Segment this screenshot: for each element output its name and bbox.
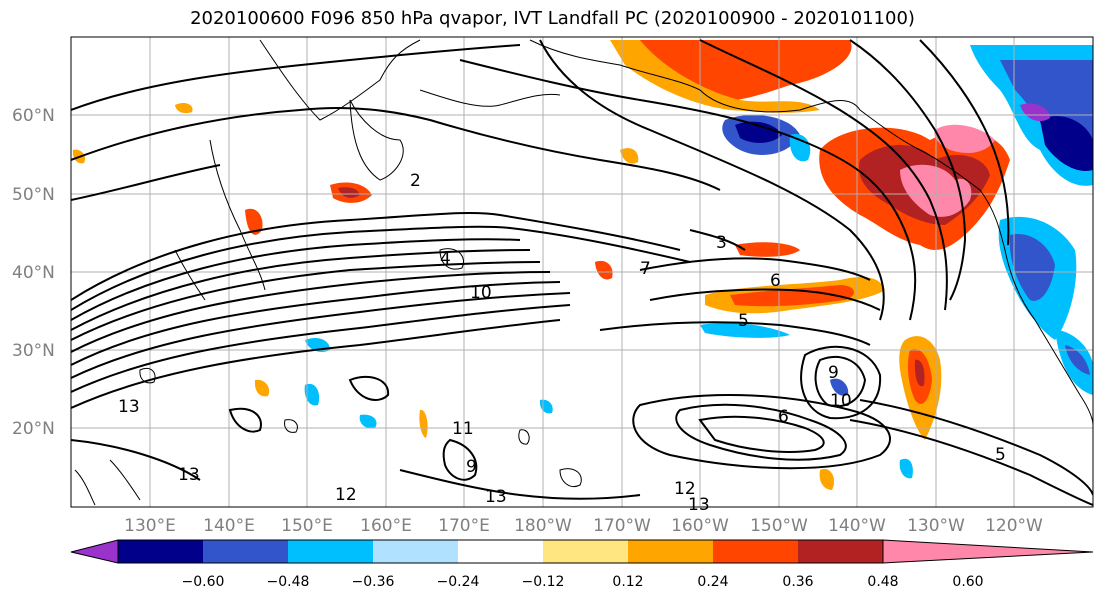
colorbar-ticks: −0.60 −0.48 −0.36 −0.24 −0.12 0.12 0.24 … [182,574,984,590]
colorbar-tick-label: −0.36 [352,574,395,590]
lon-label: 130°W [907,516,965,536]
lat-label: 20°N [12,419,55,439]
contour-label: 9 [466,457,477,477]
map-title: 2020100600 F096 850 hPa qvapor, IVT Land… [190,8,915,29]
contour-label: 4 [440,249,451,269]
colorbar [70,539,1094,564]
contour-lines [71,39,1093,506]
colorbar-tick-label: −0.48 [267,574,310,590]
lon-label: 180°W [514,516,572,536]
map-frame [70,36,1094,508]
lat-label: 30°N [12,341,55,361]
contour-label: 7 [640,259,651,279]
colorbar-tick-label: 0.12 [612,574,643,590]
colorbar-tick-label: 0.24 [697,574,728,590]
colorbar-segment [288,540,373,563]
contour-label: 9 [828,363,839,383]
lon-label: 120°W [985,516,1043,536]
contour-label: 13 [118,397,140,417]
thin-contours [139,248,582,487]
lon-label: 150°W [750,516,808,536]
contour-label: 6 [770,271,781,291]
colorbar-tick-label: 0.60 [952,574,983,590]
colorbar-tick-label: −0.24 [437,574,480,590]
colorbar-segment [628,540,713,563]
colorbar-extend-right [882,539,1094,564]
colorbar-tick-label: −0.12 [522,574,565,590]
colorbar-tick-label: −0.60 [182,574,225,590]
colorbar-extend-left [70,539,119,564]
lat-label: 40°N [12,263,55,283]
lat-label: 50°N [12,185,55,205]
contour-label: 5 [995,445,1006,465]
contour-label: 6 [778,407,789,427]
contour-label: 12 [674,479,696,499]
contour-label: 13 [688,495,710,515]
colorbar-segment [713,540,798,563]
contour-label: 11 [452,419,474,439]
colorbar-segment [373,540,458,563]
colorbar-segment [118,540,203,563]
lat-label: 60°N [12,106,55,126]
colorbar-tick-label: 0.36 [782,574,813,590]
colorbar-segment [543,540,628,563]
lon-label: 140°E [203,516,255,536]
colorbar-frame [117,539,884,564]
colorbar-tick-label: 0.48 [867,574,898,590]
longitude-labels: 130°E 140°E 150°E 160°E 170°E 180°W 170°… [124,516,1043,536]
contour-label: 10 [470,283,492,303]
colorbar-segment [798,540,883,563]
lon-label: 160°W [671,516,729,536]
shaded-anomalies [72,40,1093,490]
graticule [71,37,1093,507]
contour-label: 13 [485,487,507,507]
colorbar-segment [458,540,543,563]
colorbar-segment [203,540,288,563]
lon-label: 160°E [360,516,412,536]
contour-label: 13 [178,465,200,485]
lon-label: 130°E [124,516,176,536]
contour-label: 2 [410,171,421,191]
lon-label: 150°E [281,516,333,536]
contour-label: 10 [830,391,852,411]
contour-label: 5 [738,311,749,331]
contour-label: 3 [716,233,727,253]
lon-label: 170°E [438,516,490,536]
contour-label: 12 [335,485,357,505]
lon-label: 140°W [828,516,886,536]
latitude-labels: 60°N 50°N 40°N 30°N 20°N [12,106,55,439]
contour-label-group: 2 3 4 5 6 9 10 10 11 12 13 13 13 13 5 6 … [118,171,1006,515]
lon-label: 170°W [593,516,651,536]
